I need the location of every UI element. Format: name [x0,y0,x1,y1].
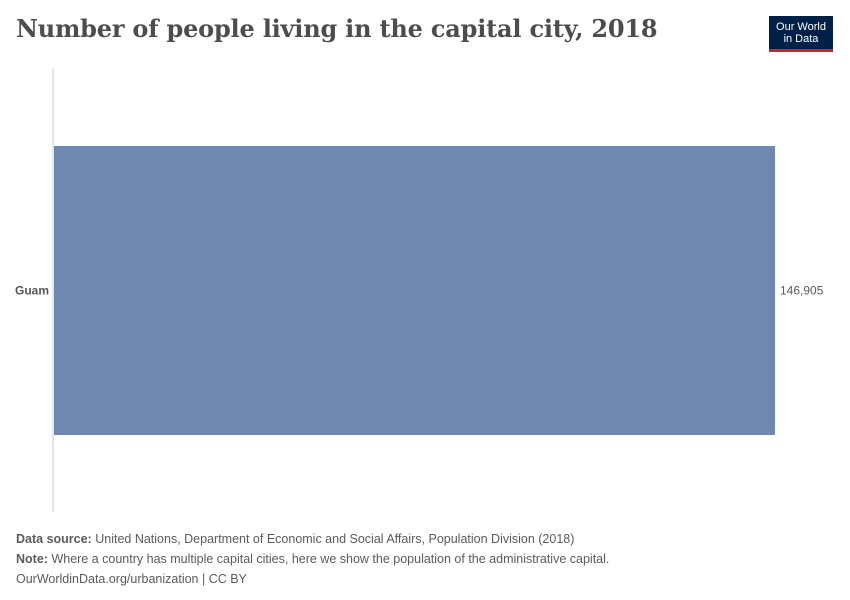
chart-footer: Data source: United Nations, Department … [16,529,609,589]
source-text: United Nations, Department of Economic a… [95,532,575,546]
logo-line-2: in Data [783,33,819,45]
bars-group: Guam 146,905 [15,146,824,435]
logo-line-1: Our World [776,21,826,33]
value-label: 146,905 [780,284,824,298]
bar-guam[interactable] [54,146,775,435]
chart-title: Number of people living in the capital c… [16,14,658,43]
source-link[interactable]: OurWorldinData.org/urbanization | CC BY [16,572,247,586]
source-label: Data source: [16,532,92,546]
category-label: Guam [15,284,49,298]
owid-logo[interactable]: Our World in Data [769,16,833,52]
note-line: Note: Where a country has multiple capit… [16,549,609,569]
note-text: Where a country has multiple capital cit… [51,552,610,566]
note-label: Note: [16,552,48,566]
bar-chart: Guam 146,905 [15,68,824,512]
source-line: Data source: United Nations, Department … [16,529,609,549]
